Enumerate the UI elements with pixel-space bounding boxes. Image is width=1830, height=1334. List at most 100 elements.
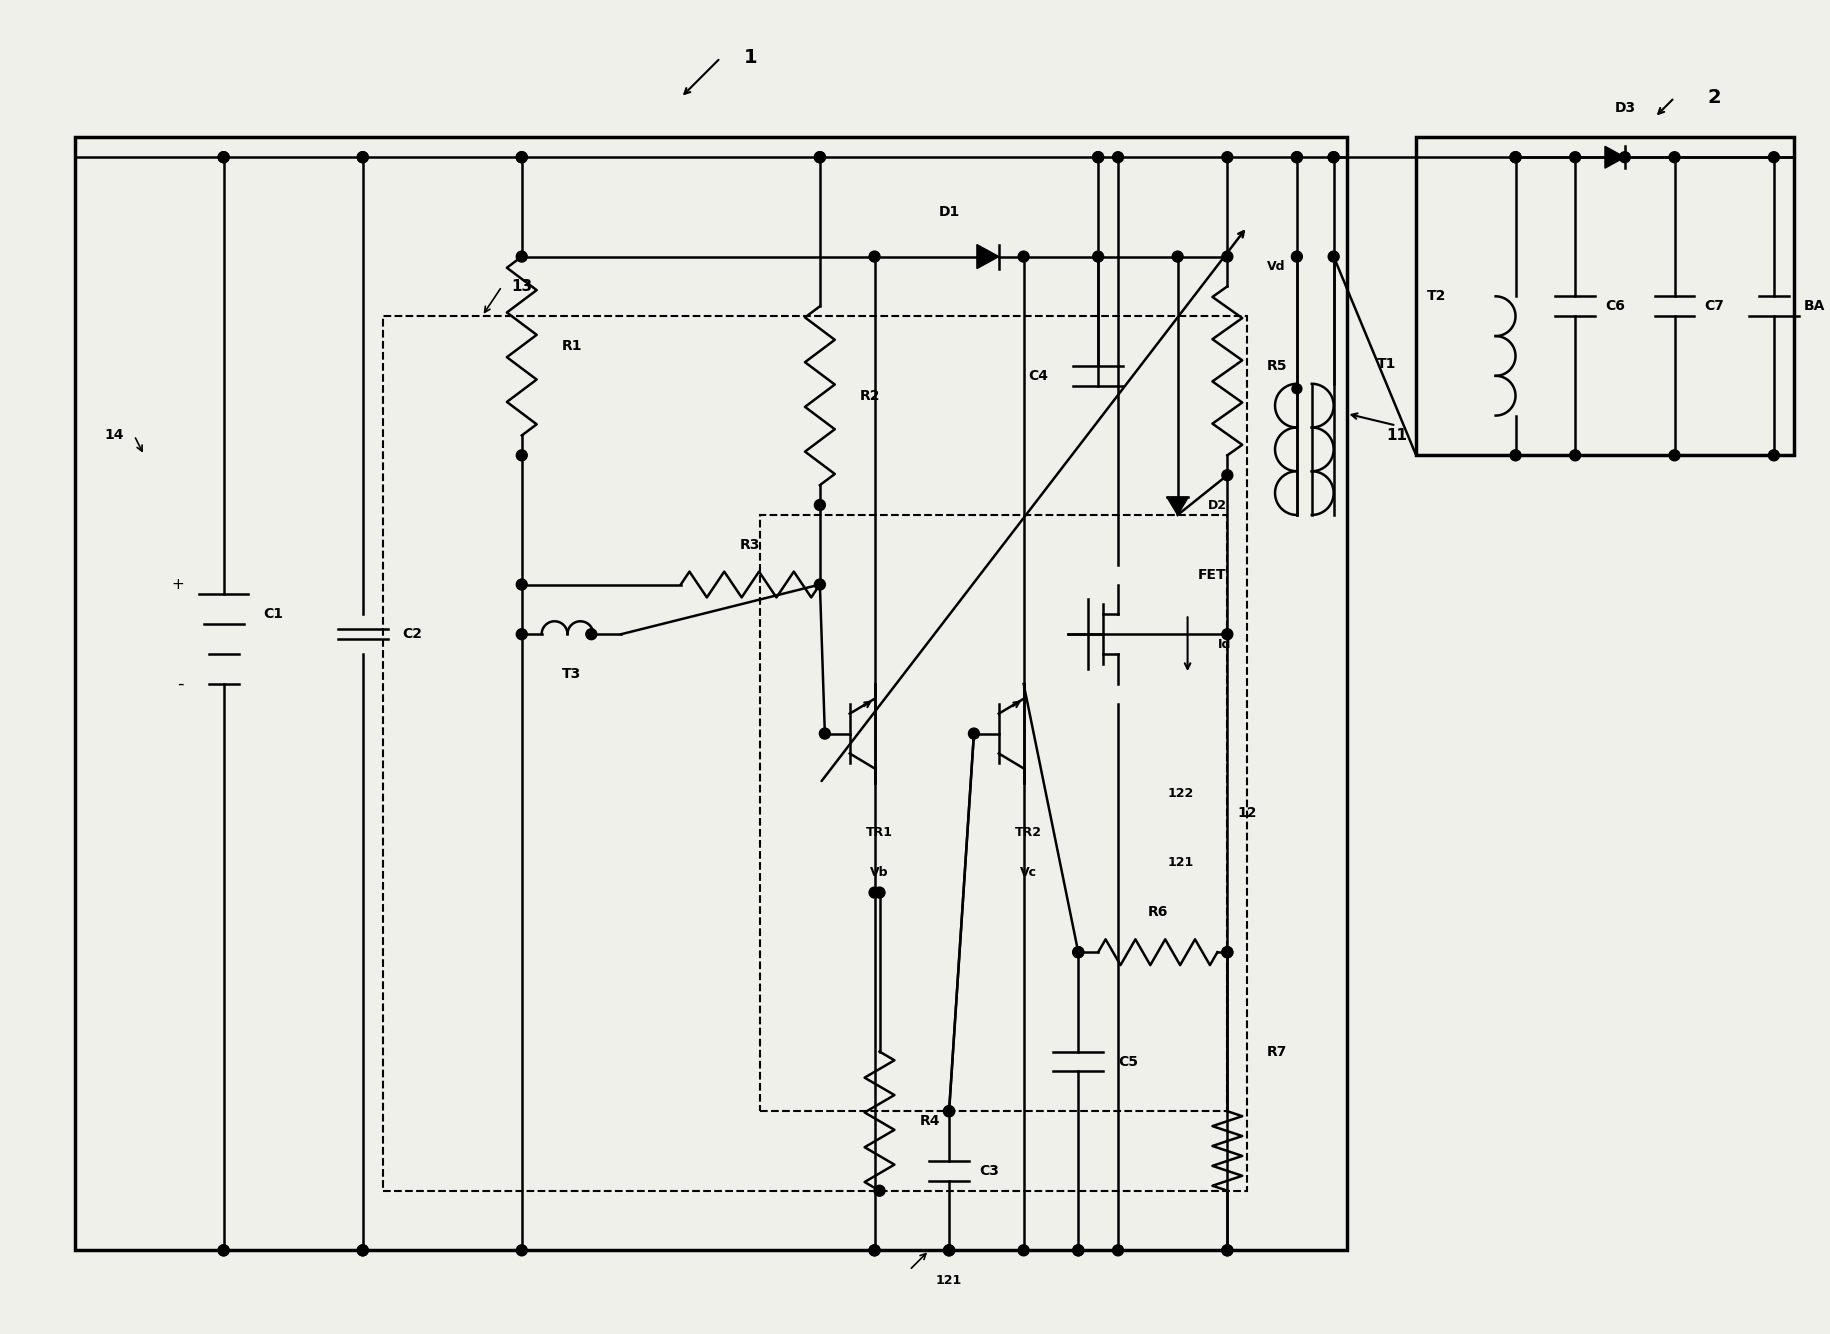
- Circle shape: [1329, 152, 1340, 163]
- Circle shape: [1222, 1245, 1233, 1255]
- Text: BA: BA: [1804, 299, 1825, 313]
- Text: TR1: TR1: [866, 827, 893, 839]
- Circle shape: [1072, 947, 1083, 958]
- Circle shape: [869, 1245, 880, 1255]
- Circle shape: [814, 579, 825, 590]
- Text: C4: C4: [1028, 368, 1049, 383]
- Circle shape: [1093, 152, 1103, 163]
- Circle shape: [218, 152, 229, 163]
- Text: R3: R3: [739, 538, 761, 552]
- Polygon shape: [1168, 498, 1188, 515]
- Circle shape: [357, 152, 368, 163]
- Circle shape: [1510, 450, 1521, 460]
- Text: C7: C7: [1704, 299, 1724, 313]
- Circle shape: [1510, 152, 1521, 163]
- Circle shape: [1669, 450, 1680, 460]
- Circle shape: [218, 152, 229, 163]
- Circle shape: [944, 1245, 955, 1255]
- Text: 14: 14: [104, 428, 124, 443]
- Text: Vb: Vb: [871, 866, 889, 879]
- Circle shape: [869, 887, 880, 898]
- Circle shape: [1292, 384, 1301, 394]
- Text: 121: 121: [1168, 856, 1193, 870]
- Text: 2: 2: [1707, 88, 1720, 107]
- Circle shape: [1292, 152, 1303, 163]
- Circle shape: [1072, 1245, 1083, 1255]
- Circle shape: [875, 887, 886, 898]
- Text: T2: T2: [1427, 289, 1446, 303]
- Circle shape: [1768, 152, 1779, 163]
- Circle shape: [1093, 251, 1103, 261]
- Circle shape: [1329, 251, 1340, 261]
- Text: D1: D1: [939, 205, 959, 219]
- Text: 122: 122: [1168, 787, 1193, 799]
- Polygon shape: [1605, 147, 1625, 168]
- Text: +: +: [172, 578, 183, 592]
- Circle shape: [875, 1185, 886, 1197]
- Text: 11: 11: [1387, 428, 1407, 443]
- Text: T3: T3: [562, 667, 582, 680]
- Circle shape: [944, 1106, 955, 1117]
- Circle shape: [516, 628, 527, 640]
- Circle shape: [1072, 1245, 1083, 1255]
- Circle shape: [357, 152, 368, 163]
- Circle shape: [516, 579, 527, 590]
- Circle shape: [814, 499, 825, 511]
- Circle shape: [869, 251, 880, 261]
- Bar: [75, 137, 1347, 1250]
- Circle shape: [1292, 152, 1303, 163]
- Circle shape: [218, 1245, 229, 1255]
- Circle shape: [814, 152, 825, 163]
- Circle shape: [1669, 152, 1680, 163]
- Text: 1: 1: [743, 48, 758, 67]
- Circle shape: [1093, 152, 1103, 163]
- Circle shape: [1222, 628, 1233, 640]
- Circle shape: [820, 728, 831, 739]
- Circle shape: [1292, 251, 1303, 261]
- Text: FET: FET: [1197, 567, 1226, 582]
- Text: C2: C2: [403, 627, 423, 642]
- Text: R6: R6: [1147, 906, 1168, 919]
- Text: R2: R2: [860, 388, 880, 403]
- Circle shape: [1222, 251, 1233, 261]
- Circle shape: [218, 1245, 229, 1255]
- Text: -: -: [178, 675, 183, 692]
- Circle shape: [968, 728, 979, 739]
- Polygon shape: [977, 244, 999, 268]
- Circle shape: [1222, 947, 1233, 958]
- Circle shape: [516, 152, 527, 163]
- Text: D3: D3: [1614, 100, 1636, 115]
- Text: C1: C1: [264, 607, 284, 622]
- Circle shape: [357, 1245, 368, 1255]
- Bar: [1416, 137, 1793, 455]
- Text: T1: T1: [1376, 358, 1396, 371]
- Text: R5: R5: [1266, 359, 1288, 374]
- Text: C6: C6: [1605, 299, 1625, 313]
- Circle shape: [516, 450, 527, 460]
- Circle shape: [1768, 450, 1779, 460]
- Text: TR2: TR2: [1016, 827, 1041, 839]
- Circle shape: [1113, 152, 1124, 163]
- Text: C3: C3: [979, 1163, 999, 1178]
- Circle shape: [1072, 947, 1083, 958]
- Circle shape: [516, 251, 527, 261]
- Circle shape: [1017, 251, 1028, 261]
- Circle shape: [814, 152, 825, 163]
- Circle shape: [516, 152, 527, 163]
- Circle shape: [944, 1106, 955, 1117]
- Circle shape: [1510, 152, 1521, 163]
- Circle shape: [1222, 1245, 1233, 1255]
- Circle shape: [1570, 450, 1581, 460]
- Text: R7: R7: [1266, 1045, 1288, 1059]
- Circle shape: [1329, 152, 1340, 163]
- Bar: [382, 316, 1248, 1191]
- Bar: [759, 515, 1228, 1111]
- Circle shape: [516, 1245, 527, 1255]
- Circle shape: [1570, 152, 1581, 163]
- Circle shape: [944, 1245, 955, 1255]
- Circle shape: [1222, 152, 1233, 163]
- Text: R4: R4: [919, 1114, 941, 1129]
- Circle shape: [1017, 1245, 1028, 1255]
- Text: D2: D2: [1208, 499, 1226, 511]
- Text: 13: 13: [511, 279, 533, 293]
